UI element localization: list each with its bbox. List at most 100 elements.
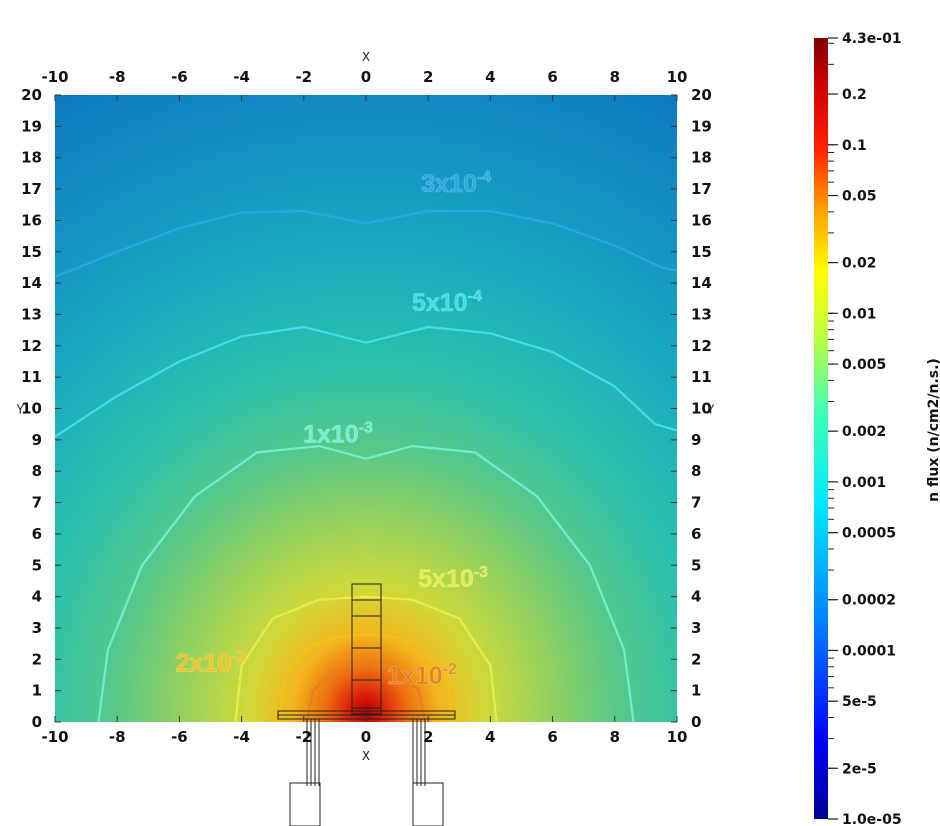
y-tick-label-right-20: 20	[691, 86, 712, 104]
x-tick-label-bottom-8: 6	[547, 728, 557, 746]
colorbar-tick-label-0: 4.3e-01	[842, 31, 902, 47]
y-tick-label-left-5: 5	[32, 556, 42, 574]
x-tick-label-bottom-9: 8	[610, 728, 620, 746]
x-tick-label-bottom-0: -10	[41, 728, 68, 746]
colorbar-title: n flux (n/cm2/n.s.)	[926, 358, 940, 502]
x-tick-label-bottom-1: -8	[109, 728, 126, 746]
colorbar-tick-label-2: 0.1	[842, 138, 867, 154]
x-tick-label-top-9: 8	[610, 68, 620, 86]
y-tick-label-left-3: 3	[32, 619, 42, 637]
x-tick-label-top-6: 2	[423, 68, 433, 86]
x-tick-label-top-2: -6	[171, 68, 188, 86]
y-tick-label-right-0: 0	[691, 713, 701, 731]
colorbar-ticks: 4.3e-01 0.2 0.1 0.05 0.02 0.01 0.005 0.002 0.001…	[828, 31, 902, 826]
y-tick-label-right-1: 1	[691, 682, 701, 700]
y-tick-label-left-4: 4	[32, 588, 42, 606]
x-axis-label-bottom: X	[362, 749, 370, 763]
x-tick-label-bottom-4: -2	[295, 728, 312, 746]
contour-line-5	[305, 661, 427, 722]
y-tick-label-left-8: 8	[32, 462, 42, 480]
contour-line-1	[55, 325, 677, 438]
contour-label-1: 5x10-4	[412, 288, 482, 317]
y-tick-label-right-10: 10	[691, 400, 712, 418]
contour-line-3	[234, 595, 498, 722]
y-tick-label-left-19: 19	[21, 117, 42, 135]
x-tick-label-bottom-3: -4	[233, 728, 250, 746]
y-tick-label-right-14: 14	[691, 274, 712, 292]
y-tick-label-right-11: 11	[691, 368, 712, 386]
y-tick-label-right-15: 15	[691, 243, 712, 261]
contour-line-0	[55, 209, 677, 278]
colorbar-tick-label-5: 0.01	[842, 306, 877, 322]
x-tick-label-bottom-7: 4	[485, 728, 495, 746]
colorbar-tick-label-10: 0.0002	[842, 593, 896, 609]
y-tick-label-right-9: 9	[691, 431, 701, 449]
y-tick-label-right-16: 16	[691, 211, 712, 229]
contour-line-4	[277, 633, 455, 722]
y-tick-label-left-7: 7	[32, 494, 42, 512]
x-tick-label-top-0: -10	[41, 68, 68, 86]
x-tick-label-top-7: 4	[485, 68, 495, 86]
colorbar-tick-label-6: 0.005	[842, 357, 886, 373]
y-tick-label-left-0: 0	[32, 713, 42, 731]
y-tick-label-left-2: 2	[32, 650, 42, 668]
y-tick-label-right-17: 17	[691, 180, 712, 198]
colorbar	[814, 38, 828, 819]
y-tick-label-right-7: 7	[691, 494, 701, 512]
contour-line-2	[97, 445, 635, 722]
contour-label-0: 3x10-4	[421, 169, 491, 198]
y-tick-label-right-5: 5	[691, 556, 701, 574]
y-tick-label-right-8: 8	[691, 462, 701, 480]
colorbar-tick-label-1: 0.2	[842, 87, 867, 103]
x-tick-label-top-8: 6	[547, 68, 557, 86]
x-tick-label-bottom-10: 10	[667, 728, 688, 746]
colorbar-tick-label-11: 0.0001	[842, 643, 896, 659]
x-tick-label-top-5: 0	[361, 68, 371, 86]
contour-label-5: 1x10-2	[387, 661, 457, 690]
colorbar-tick-label-13: 2e-5	[842, 761, 877, 777]
y-tick-label-left-15: 15	[21, 243, 42, 261]
y-tick-label-left-6: 6	[32, 525, 42, 543]
y-tick-label-right-4: 4	[691, 588, 701, 606]
x-tick-label-bottom-2: -6	[171, 728, 188, 746]
y-tick-label-left-11: 11	[21, 368, 42, 386]
flux-field	[55, 95, 677, 722]
y-tick-label-right-19: 19	[691, 117, 712, 135]
y-tick-label-right-18: 18	[691, 149, 712, 167]
x-tick-label-top-1: -8	[109, 68, 126, 86]
y-tick-label-left-10: 10	[21, 400, 42, 418]
colorbar-tick-label-3: 0.05	[842, 189, 877, 205]
y-axis-label-left: Y	[16, 403, 25, 417]
y-tick-label-left-20: 20	[21, 86, 42, 104]
y-tick-label-right-6: 6	[691, 525, 701, 543]
y-tick-label-left-13: 13	[21, 305, 42, 323]
y-tick-label-left-16: 16	[21, 211, 42, 229]
contour-label-4: 2x10-2	[176, 648, 246, 677]
x-axis-label-top: X	[362, 50, 370, 64]
y-axis-label-right: Y	[706, 403, 715, 417]
colorbar-tick-label-4: 0.02	[842, 256, 877, 272]
axis-ticks: -10 -10 -8 -8 -6 -6 -4 -4 -2 -2 0 0 2 2 4 4 6 6 8 8 10 10 X X 0 0…	[16, 50, 715, 763]
x-tick-label-top-4: -2	[295, 68, 312, 86]
y-tick-label-left-14: 14	[21, 274, 42, 292]
y-tick-label-right-13: 13	[691, 305, 712, 323]
colorbar-tick-label-7: 0.002	[842, 424, 886, 440]
y-tick-label-left-17: 17	[21, 180, 42, 198]
colorbar-tick-label-14: 1.0e-05	[842, 812, 902, 826]
y-tick-label-left-9: 9	[32, 431, 42, 449]
colorbar-tick-label-8: 0.001	[842, 475, 886, 491]
contour-labels: 3x10-4 5x10-4 1x10-3 5x10-3 2x10-2 1x10-2	[175, 168, 491, 690]
contour-label-2: 1x10-3	[303, 420, 373, 449]
y-tick-label-right-12: 12	[691, 337, 712, 355]
x-tick-label-bottom-6: 2	[423, 728, 433, 746]
y-tick-label-left-18: 18	[21, 149, 42, 167]
y-tick-label-left-1: 1	[32, 682, 42, 700]
x-tick-label-bottom-5: 0	[361, 728, 371, 746]
x-tick-label-top-10: 10	[667, 68, 688, 86]
x-tick-label-top-3: -4	[233, 68, 250, 86]
colorbar-tick-label-12: 5e-5	[842, 694, 877, 710]
y-tick-label-right-2: 2	[691, 650, 701, 668]
contour-label-3: 5x10-3	[418, 564, 488, 593]
y-tick-label-right-3: 3	[691, 619, 701, 637]
